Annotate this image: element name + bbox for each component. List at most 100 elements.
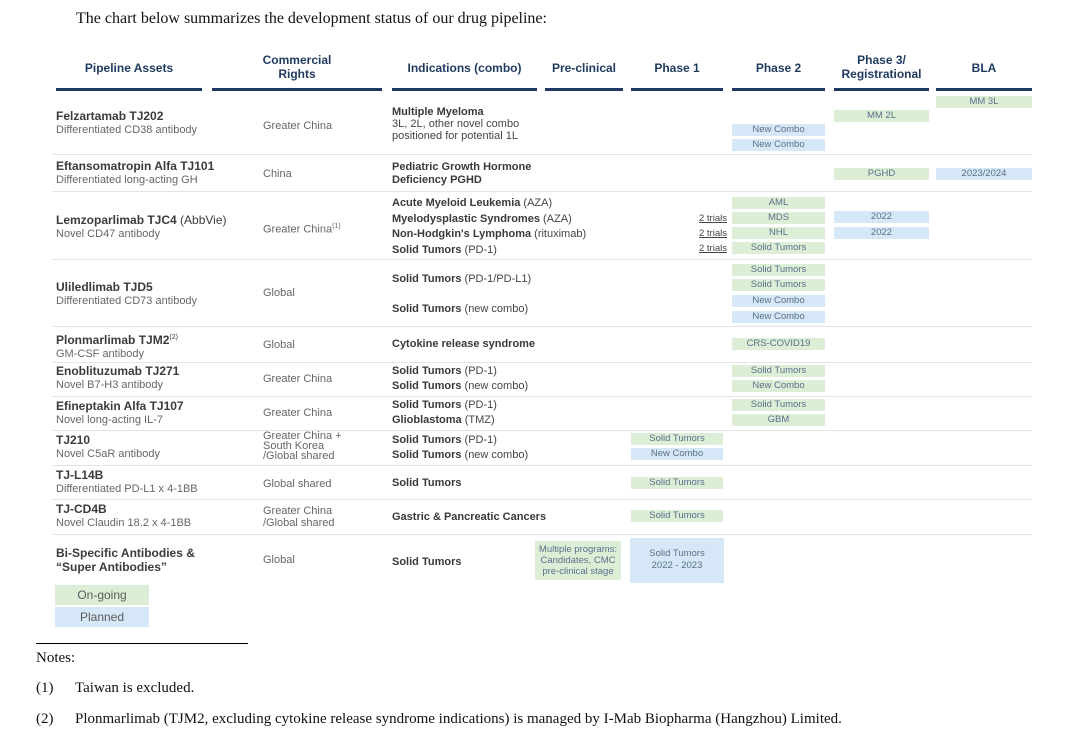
rights-lemzoparlimab: Greater China(1) <box>263 222 341 235</box>
notes-title: Notes: <box>36 650 76 666</box>
rights-felzartamab: Greater China <box>263 120 333 132</box>
indication-combo: (PD-1/PD-L1) <box>461 273 532 285</box>
trials-link[interactable]: 2 trials <box>699 243 727 254</box>
footnote-text: Plonmarlimab (TJM2, excluding cytokine r… <box>75 711 842 727</box>
indication-name: Solid Tumors <box>392 273 462 285</box>
row-separator <box>52 396 1032 397</box>
header-underline-rights <box>212 88 382 91</box>
indication-name: Solid Tumors <box>392 556 462 568</box>
status-text: 2022 - 2023 <box>651 560 703 571</box>
indication-combo: (PD-1) <box>461 399 497 411</box>
asset-name: Bi-Specific Antibodies & <box>56 546 195 560</box>
status-planned: 2022 <box>834 211 929 223</box>
indication-uliledlimab-2: Solid Tumors (new combo) <box>392 302 528 317</box>
indication-eftansomatropin: Pediatric Growth Hormone Deficiency PGHD <box>392 161 531 187</box>
asset-name: Plonmarlimab TJM2 <box>56 333 170 347</box>
asset-felzartamab: Felzartamab TJ202 Differentiated CD38 an… <box>56 109 197 137</box>
rights-tj210: Greater China + South Korea /Global shar… <box>263 430 342 462</box>
asset-name: TJ-CD4B <box>56 502 107 516</box>
row-separator <box>52 430 1032 431</box>
status-text: Candidates, CMC <box>540 555 616 566</box>
status-ongoing: CRS-COVID19 <box>732 338 825 350</box>
indication-name: Solid Tumors <box>392 449 462 461</box>
asset-name: TJ-L14B <box>56 468 104 482</box>
status-planned: 2023/2024 <box>936 168 1032 180</box>
header-underline-bla <box>936 88 1032 91</box>
status-planned: New Combo <box>732 124 825 136</box>
rights-plonmarlimab: Global <box>263 339 295 351</box>
indication-name: Solid Tumors <box>392 399 462 411</box>
indication-name: Acute Myeloid Leukemia <box>392 197 521 209</box>
asset-desc: Differentiated PD-L1 x 4-1BB <box>56 483 198 495</box>
rights-tj-cd4b: Greater China /Global shared <box>263 505 335 529</box>
indication-felzartamab: Multiple Myeloma 3L, 2L, other novel com… <box>392 106 519 142</box>
indication-combo: (TMZ) <box>461 414 495 426</box>
asset-name: Lemzoparlimab TJC4 <box>56 213 177 227</box>
rights-efineptakin: Greater China <box>263 407 333 419</box>
header-assets: Pipeline Assets <box>84 61 174 75</box>
asset-name: Efineptakin Alfa TJ107 <box>56 399 184 413</box>
asset-desc: Novel CD47 antibody <box>56 228 160 240</box>
asset-lemzoparlimab: Lemzoparlimab TJC4 (AbbVie) Novel CD47 a… <box>56 213 227 241</box>
header-rights: Commercial Rights <box>212 53 382 81</box>
indication-name: Solid Tumors <box>392 365 462 377</box>
indication-combo: (rituximab) <box>531 228 587 240</box>
header-underline-preclinical <box>545 88 623 91</box>
rights-text: Greater China <box>263 505 333 517</box>
header-phase1: Phase 1 <box>654 61 700 75</box>
legend-planned: Planned <box>55 607 149 627</box>
asset-efineptakin: Efineptakin Alfa TJ107 Novel long-acting… <box>56 399 184 427</box>
status-ongoing: Solid Tumors <box>631 477 723 489</box>
indication-name: Non-Hodgkin's Lymphoma <box>392 228 532 240</box>
indication-combo: (AZA) <box>539 212 572 225</box>
status-ongoing: Solid Tumors <box>732 399 825 411</box>
rights-tj-l14b: Global shared <box>263 478 332 490</box>
status-ongoing: Solid Tumors <box>732 279 825 291</box>
header-bla: BLA <box>971 61 997 75</box>
indication-name: Solid Tumors <box>392 477 462 489</box>
indication-tj-cd4b: Gastric & Pancreatic Cancers <box>392 510 546 525</box>
footnote-text: Taiwan is excluded. <box>75 680 195 696</box>
header-phase3-line2: Registrational <box>841 67 922 81</box>
footnote-2: (2) Plonmarlimab (TJM2, excluding cytokin… <box>36 711 842 728</box>
indication-enoblituzumab: Solid Tumors (PD-1) Solid Tumors (new co… <box>392 364 528 394</box>
indication-name: Solid Tumors <box>392 243 462 256</box>
row-separator <box>52 191 1032 192</box>
rights-uliledlimab: Global <box>263 287 295 299</box>
indication-combo: (new combo) <box>461 380 529 392</box>
row-separator <box>52 534 1032 535</box>
row-separator <box>52 259 1032 260</box>
indication-bispecific: Solid Tumors <box>392 555 461 570</box>
indication-tj210: Solid Tumors (PD-1) Solid Tumors (new co… <box>392 433 528 463</box>
asset-tj-l14b: TJ-L14B Differentiated PD-L1 x 4-1BB <box>56 468 198 496</box>
indication-name: Cytokine release syndrome <box>392 338 536 350</box>
status-ongoing: NHL <box>732 227 825 239</box>
status-text: Solid Tumors <box>649 548 705 559</box>
header-indications: Indications (combo) <box>407 61 522 75</box>
status-text: Multiple programs: <box>538 544 618 555</box>
asset-desc: Novel Claudin 18.2 x 4-1BB <box>56 517 192 529</box>
trials-link[interactable]: 2 trials <box>699 228 727 239</box>
asset-desc: GM-CSF antibody <box>56 348 145 360</box>
row-separator <box>52 499 1032 500</box>
trials-link[interactable]: 2 trials <box>699 213 727 224</box>
header-underline-assets <box>56 88 202 91</box>
asset-name: TJ210 <box>56 433 91 447</box>
header-rights-line1: Commercial <box>262 53 332 67</box>
header-phase2: Phase 2 <box>755 61 802 75</box>
asset-name: “Super Antibodies” <box>56 560 167 574</box>
header-phase3-line1: Phase 3/ <box>857 53 906 67</box>
status-planned: New Combo <box>732 295 825 307</box>
status-ongoing: GBM <box>732 414 825 426</box>
asset-name: Enoblituzumab TJ271 <box>56 364 180 378</box>
indication-name: Solid Tumors <box>392 303 462 315</box>
asset-desc: Novel C5aR antibody <box>56 448 160 460</box>
row-separator <box>52 465 1032 466</box>
status-text: pre-clinical stage <box>542 566 614 577</box>
asset-enoblituzumab: Enoblituzumab TJ271 Novel B7-H3 antibody <box>56 364 179 392</box>
asset-desc: Differentiated CD38 antibody <box>56 124 198 136</box>
header-underline-indications <box>392 88 537 91</box>
row-separator <box>52 154 1032 155</box>
indication-name: Deficiency PGHD <box>392 174 482 186</box>
rights-text: Greater China + <box>263 430 342 442</box>
